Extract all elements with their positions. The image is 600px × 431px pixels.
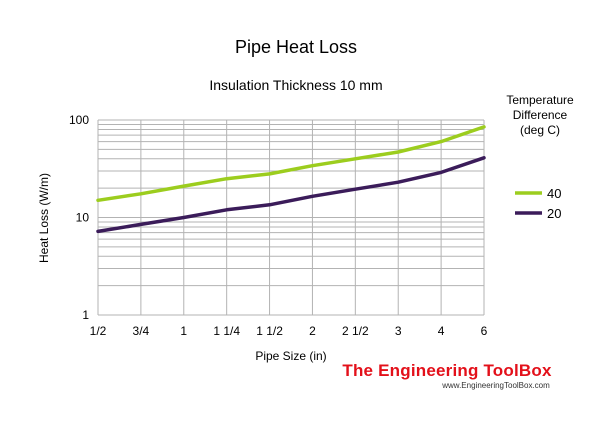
grid [97, 119, 485, 316]
tick-labels: 1 10 100 1/2 3/4 1 1 1/4 1 1/2 2 2 1/2 3 4 6 [69, 113, 488, 338]
series-lines [96, 125, 486, 234]
brand-logo-text: The Engineering ToolBox [342, 361, 552, 380]
y-tick-label: 100 [69, 113, 89, 127]
series-line-40 [96, 125, 486, 203]
x-tick-label: 6 [481, 324, 488, 338]
x-tick-label: 2 [309, 324, 316, 338]
legend-title-line-2: Difference [513, 108, 568, 122]
chart-subtitle: Insulation Thickness 10 mm [209, 77, 382, 93]
series-line-20 [96, 156, 486, 234]
legend-label-40: 40 [547, 186, 561, 201]
x-tick-label: 4 [438, 324, 445, 338]
x-tick-label: 3 [395, 324, 402, 338]
x-tick-label: 3/4 [133, 324, 150, 338]
legend-title-line-3: (deg C) [520, 123, 560, 137]
x-axis-title: Pipe Size (in) [255, 349, 326, 363]
x-tick-label: 1 1/2 [256, 324, 283, 338]
x-tick-label: 1 1/4 [213, 324, 240, 338]
y-tick-label: 10 [76, 211, 90, 225]
y-tick-label: 1 [82, 308, 89, 322]
x-tick-label: 2 1/2 [342, 324, 369, 338]
brand-watermark: The Engineering ToolBox www.EngineeringT… [342, 361, 552, 390]
x-tick-label: 1/2 [90, 324, 107, 338]
brand-url: www.EngineeringToolBox.com [441, 381, 550, 390]
chart-title: Pipe Heat Loss [235, 37, 357, 57]
x-tick-label: 1 [180, 324, 187, 338]
axes [97, 120, 484, 316]
y-axis-title: Heat Loss (W/m) [37, 173, 51, 263]
legend-title-line-1: Temperature [506, 93, 574, 107]
legend-label-20: 20 [547, 206, 561, 221]
